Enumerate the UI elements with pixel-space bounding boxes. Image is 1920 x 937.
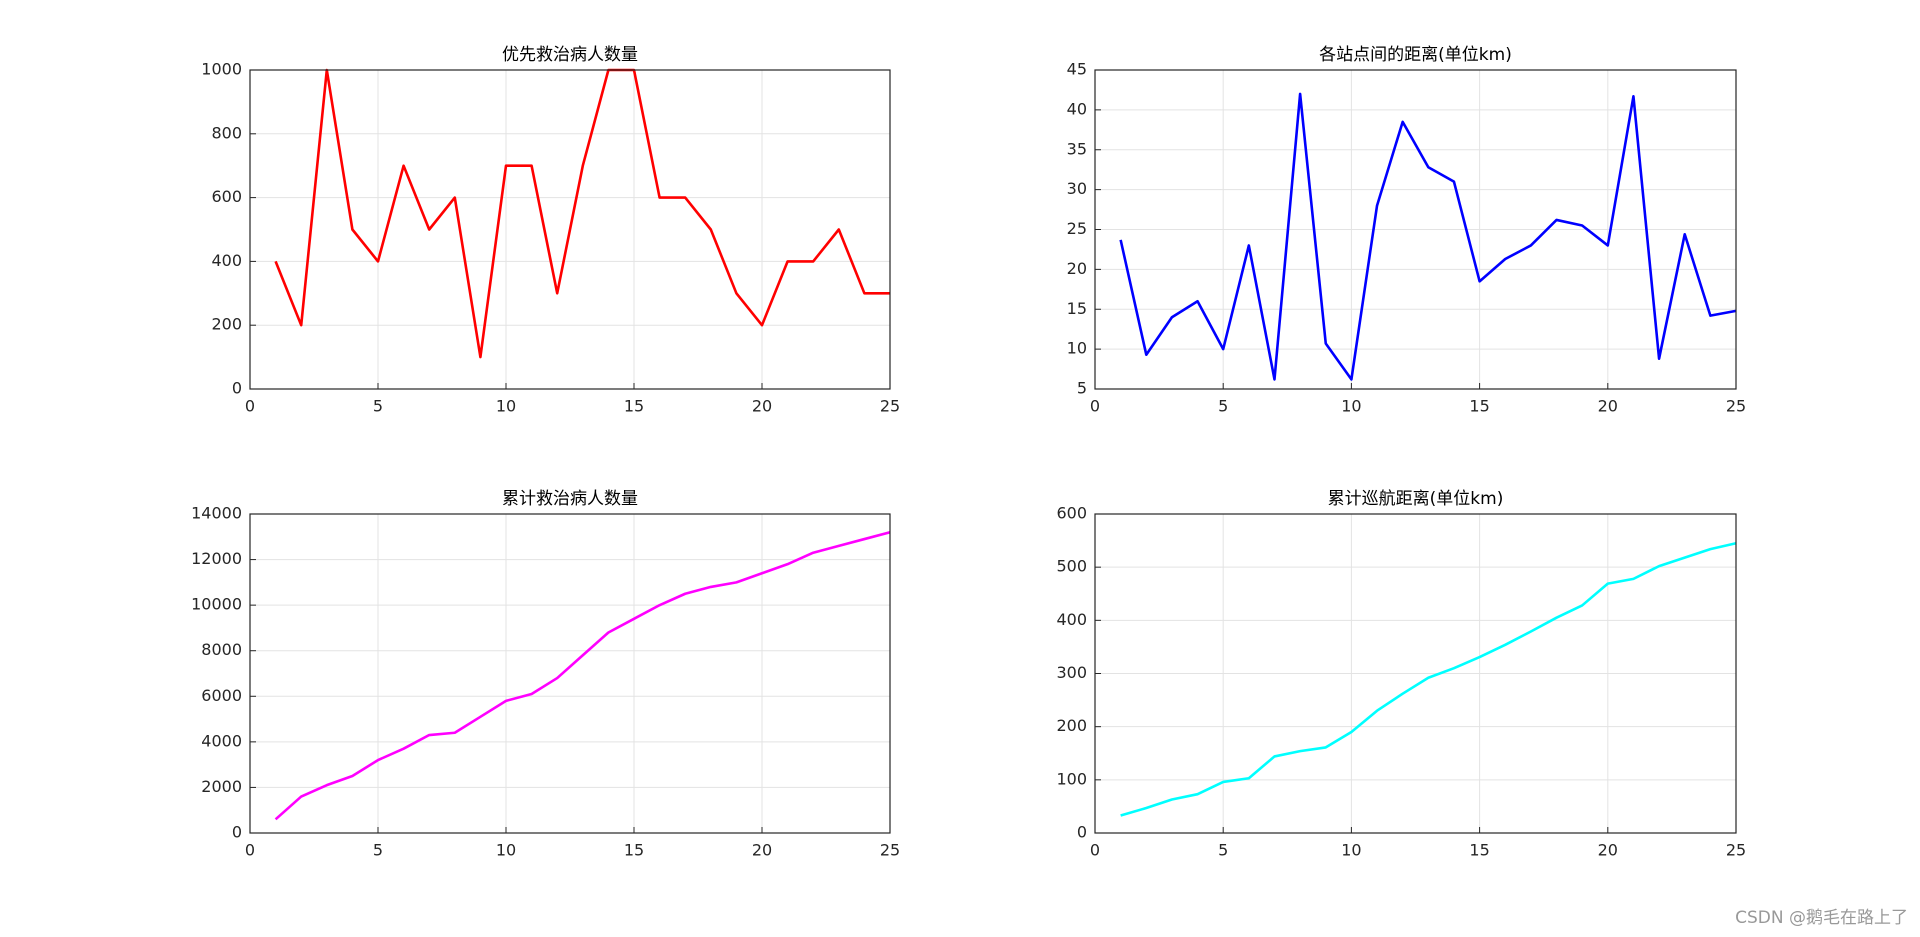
y-tick-label: 300 — [1056, 663, 1087, 682]
chart-title: 优先救治病人数量 — [502, 45, 638, 65]
x-tick-label: 0 — [1090, 841, 1100, 860]
x-tick-label: 20 — [752, 841, 772, 860]
data-line — [274, 68, 890, 359]
y-tick-label: 400 — [211, 251, 242, 270]
x-tick-label: 20 — [752, 397, 772, 416]
x-tick-label: 15 — [1469, 397, 1489, 416]
x-tick-label: 25 — [1726, 841, 1746, 860]
y-tick-label: 25 — [1067, 219, 1087, 238]
x-tick-label: 25 — [880, 841, 900, 860]
y-tick-label: 600 — [1056, 504, 1087, 523]
y-tick-label: 200 — [1056, 716, 1087, 735]
y-tick-label: 40 — [1067, 99, 1087, 118]
y-tick-label: 10000 — [191, 595, 242, 614]
x-tick-label: 10 — [496, 397, 516, 416]
x-tick-label: 20 — [1598, 397, 1618, 416]
data-line — [1120, 541, 1737, 817]
y-tick-label: 12000 — [191, 549, 242, 568]
y-tick-label: 0 — [232, 379, 242, 398]
x-tick-label: 10 — [496, 841, 516, 860]
x-tick-label: 20 — [1598, 841, 1618, 860]
y-tick-label: 100 — [1056, 769, 1087, 788]
y-tick-label: 5 — [1077, 379, 1087, 398]
y-tick-label: 2000 — [201, 777, 242, 796]
y-tick-label: 10 — [1067, 339, 1087, 358]
y-tick-label: 200 — [211, 315, 242, 334]
x-tick-label: 15 — [624, 397, 644, 416]
axes-box — [249, 513, 891, 834]
x-tick-label: 0 — [1090, 397, 1100, 416]
y-tick-label: 800 — [211, 123, 242, 142]
y-tick-label: 8000 — [201, 640, 242, 659]
x-tick-label: 0 — [245, 397, 255, 416]
y-tick-label: 400 — [1056, 610, 1087, 629]
x-tick-label: 0 — [245, 841, 255, 860]
x-tick-label: 5 — [1218, 841, 1228, 860]
y-tick-label: 14000 — [191, 504, 242, 523]
x-tick-label: 25 — [880, 397, 900, 416]
y-tick-label: 1000 — [201, 60, 242, 79]
chart-title: 累计巡航距离(单位km) — [1328, 489, 1504, 509]
y-tick-label: 4000 — [201, 731, 242, 750]
y-tick-label: 20 — [1067, 259, 1087, 278]
x-tick-label: 15 — [1469, 841, 1489, 860]
chart-title: 累计救治病人数量 — [502, 489, 638, 509]
data-line — [1119, 92, 1737, 381]
y-tick-label: 35 — [1067, 139, 1087, 158]
x-tick-label: 5 — [373, 397, 383, 416]
x-tick-label: 10 — [1341, 397, 1361, 416]
axes-box — [249, 69, 891, 390]
x-tick-label: 15 — [624, 841, 644, 860]
axes-background — [250, 514, 890, 833]
x-tick-label: 5 — [1218, 397, 1228, 416]
x-tick-label: 10 — [1341, 841, 1361, 860]
x-tick-label: 25 — [1726, 397, 1746, 416]
y-tick-label: 500 — [1056, 557, 1087, 576]
chart-title: 各站点间的距离(单位km) — [1319, 45, 1512, 65]
y-tick-label: 45 — [1067, 60, 1087, 79]
y-tick-label: 15 — [1067, 299, 1087, 318]
y-tick-label: 6000 — [201, 686, 242, 705]
data-line — [274, 530, 891, 821]
axes-box — [1094, 69, 1737, 390]
y-tick-label: 0 — [1077, 823, 1087, 842]
watermark: CSDN @鹅毛在路上了 — [1735, 908, 1908, 928]
y-tick-label: 0 — [232, 823, 242, 842]
y-tick-label: 600 — [211, 187, 242, 206]
y-tick-label: 30 — [1067, 179, 1087, 198]
axes-box — [1094, 513, 1737, 834]
x-tick-label: 5 — [373, 841, 383, 860]
